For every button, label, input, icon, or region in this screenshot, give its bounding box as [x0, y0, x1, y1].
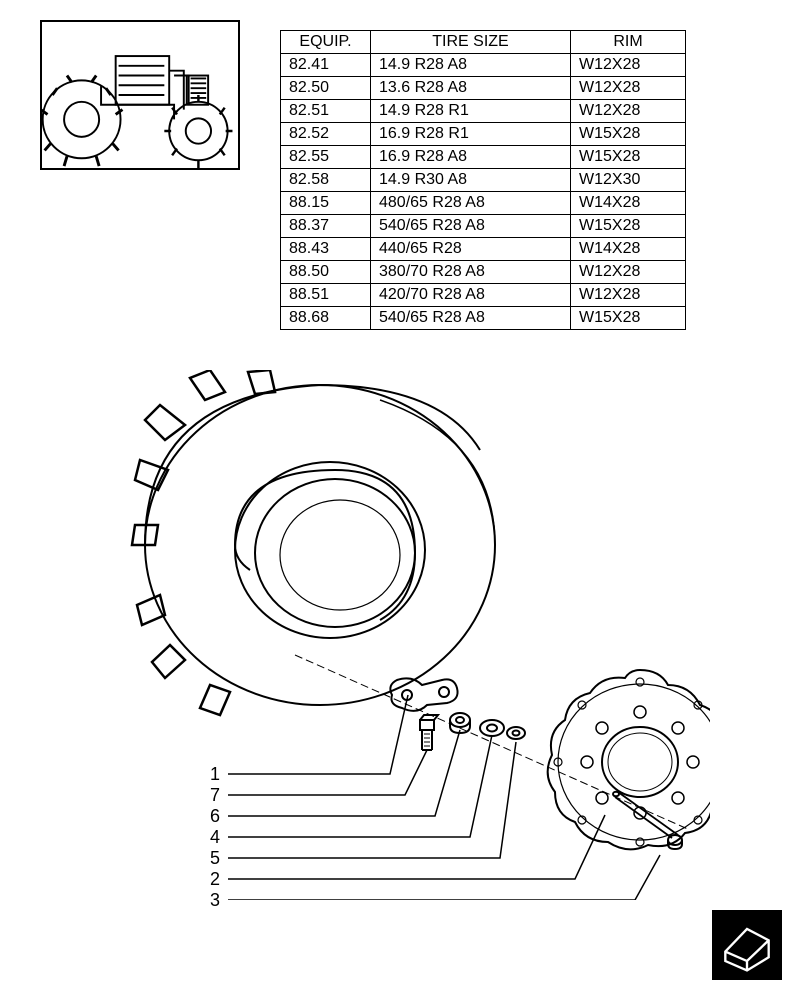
header-equip: EQUIP.: [281, 31, 371, 54]
table-row: 88.68540/65 R28 A8W15X28: [281, 307, 686, 330]
cell-equip: 88.37: [281, 215, 371, 238]
cell-rim: W12X30: [571, 169, 686, 192]
cell-tire: 480/65 R28 A8: [371, 192, 571, 215]
cell-equip: 88.50: [281, 261, 371, 284]
cell-tire: 14.9 R28 R1: [371, 100, 571, 123]
cell-equip: 88.43: [281, 238, 371, 261]
cell-equip: 82.51: [281, 100, 371, 123]
table-row: 82.5516.9 R28 A8W15X28: [281, 146, 686, 169]
table-row: 82.5013.6 R28 A8W12X28: [281, 77, 686, 100]
cell-rim: W15X28: [571, 215, 686, 238]
cell-tire: 380/70 R28 A8: [371, 261, 571, 284]
cell-rim: W15X28: [571, 123, 686, 146]
cell-tire: 16.9 R28 R1: [371, 123, 571, 146]
table-row: 82.4114.9 R28 A8W12X28: [281, 54, 686, 77]
cell-equip: 88.15: [281, 192, 371, 215]
cell-rim: W12X28: [571, 77, 686, 100]
table-row: 88.51420/70 R28 A8W12X28: [281, 284, 686, 307]
callout-3: 3: [210, 890, 220, 911]
cell-equip: 82.55: [281, 146, 371, 169]
table-row: 82.5114.9 R28 R1W12X28: [281, 100, 686, 123]
table-row: 82.5216.9 R28 R1W15X28: [281, 123, 686, 146]
page-corner-icon: [712, 910, 782, 980]
cell-tire: 14.9 R28 A8: [371, 54, 571, 77]
cell-tire: 540/65 R28 A8: [371, 215, 571, 238]
callout-5: 5: [210, 848, 220, 869]
cell-equip: 88.68: [281, 307, 371, 330]
callout-2: 2: [210, 869, 220, 890]
callout-6: 6: [210, 806, 220, 827]
table-row: 88.50380/70 R28 A8W12X28: [281, 261, 686, 284]
cell-tire: 540/65 R28 A8: [371, 307, 571, 330]
tire-spec-table: EQUIP. TIRE SIZE RIM 82.4114.9 R28 A8W12…: [280, 30, 686, 330]
callout-1: 1: [210, 764, 220, 785]
cell-equip: 82.52: [281, 123, 371, 146]
table-row: 88.15480/65 R28 A8W14X28: [281, 192, 686, 215]
table-row: 88.37540/65 R28 A8W15X28: [281, 215, 686, 238]
cell-tire: 16.9 R28 A8: [371, 146, 571, 169]
cell-rim: W12X28: [571, 54, 686, 77]
cell-equip: 82.58: [281, 169, 371, 192]
header-rim: RIM: [571, 31, 686, 54]
cell-equip: 82.50: [281, 77, 371, 100]
callout-7: 7: [210, 785, 220, 806]
callout-4: 4: [210, 827, 220, 848]
table-row: 88.43440/65 R28W14X28: [281, 238, 686, 261]
tractor-thumbnail: [40, 20, 240, 170]
cell-rim: W14X28: [571, 192, 686, 215]
table-row: 82.5814.9 R30 A8W12X30: [281, 169, 686, 192]
cell-tire: 14.9 R30 A8: [371, 169, 571, 192]
cell-rim: W12X28: [571, 100, 686, 123]
header-tire: TIRE SIZE: [371, 31, 571, 54]
table-header-row: EQUIP. TIRE SIZE RIM: [281, 31, 686, 54]
cell-equip: 82.41: [281, 54, 371, 77]
cell-rim: W12X28: [571, 261, 686, 284]
cell-equip: 88.51: [281, 284, 371, 307]
cell-rim: W12X28: [571, 284, 686, 307]
cell-tire: 420/70 R28 A8: [371, 284, 571, 307]
cell-rim: W15X28: [571, 307, 686, 330]
tractor-sketch: [42, 22, 238, 168]
cell-tire: 13.6 R28 A8: [371, 77, 571, 100]
cell-tire: 440/65 R28: [371, 238, 571, 261]
cell-rim: W14X28: [571, 238, 686, 261]
cell-rim: W15X28: [571, 146, 686, 169]
